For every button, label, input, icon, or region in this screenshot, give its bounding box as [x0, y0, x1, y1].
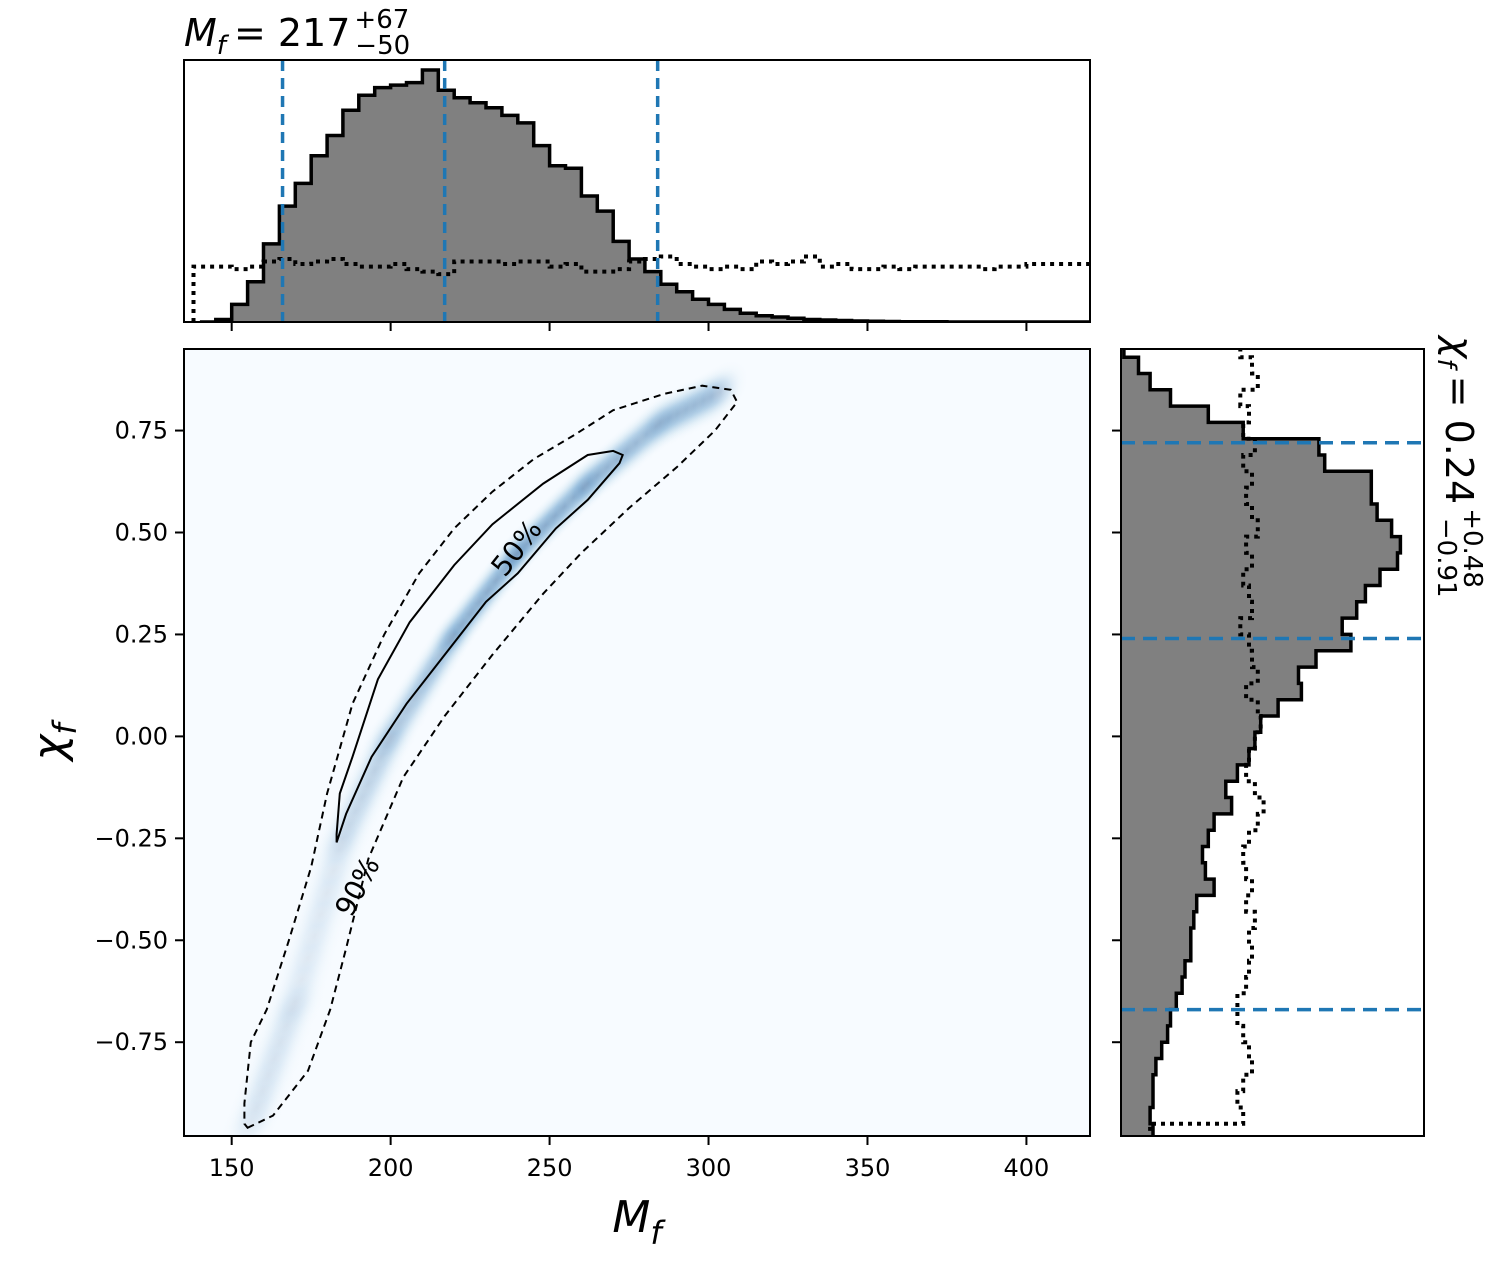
marginal-x-panel: Mf = 217 +67 −50: [183, 5, 1091, 331]
prior-step-x: [191, 254, 1090, 322]
marginal-x-frame: [183, 59, 1091, 323]
y-tick-label: 0.50: [115, 518, 168, 546]
x-tick-label: 300: [686, 1154, 732, 1182]
joint-background: [184, 349, 1090, 1136]
x-tick-label: 200: [368, 1154, 414, 1182]
contour-50pct: [335, 449, 624, 843]
x-axis-label: Mf: [612, 1192, 666, 1252]
y-tick-label: −0.25: [94, 824, 168, 852]
marginal-x-histogram: [191, 60, 1090, 322]
y-tick-label: 0.00: [115, 722, 168, 750]
joint-x-axis: 150 200 250 300 350 400: [209, 1136, 1050, 1182]
y-tick-label: −0.50: [94, 926, 168, 954]
marginal-y-panel: χf= 0.24+0.48−0.91: [1112, 334, 1487, 1137]
joint-panel: 50%90% 150 200 250 300 350 400 0.750.500.250.…: [24, 348, 1091, 1252]
joint-y-axis: 0.75 0.50 0.25 0.00 −0.25 −0.50 −0.75: [94, 417, 184, 1056]
x-tick-label: 350: [845, 1154, 891, 1182]
joint-frame: [183, 348, 1091, 1137]
contour-90pct: [243, 384, 739, 1130]
marginal-y-ticks: [1112, 429, 1121, 1044]
posterior-fill-x: [199, 70, 1090, 322]
density-cell: [691, 360, 749, 424]
marginal-y-histogram: [1121, 349, 1424, 1136]
density-heatmap: [219, 360, 749, 1136]
x-tick-label: 150: [209, 1154, 255, 1182]
credible-contours: [243, 384, 739, 1130]
marginal-x-ticks: [230, 322, 1028, 331]
y-tick-label: 0.75: [115, 417, 168, 445]
x-tick-label: 400: [1004, 1154, 1050, 1182]
marginal-y-title: χf= 0.24+0.48−0.91: [1431, 334, 1487, 598]
y-tick-label: 0.25: [115, 620, 168, 648]
x-tick-label: 250: [527, 1154, 573, 1182]
marginal-y-frame: [1120, 348, 1425, 1137]
marginal-x-title: Mf = 217 +67 −50: [184, 5, 410, 61]
y-tick-label: −0.75: [94, 1028, 168, 1056]
y-axis-label: χf: [24, 719, 84, 763]
prior-step-y: [1148, 349, 1266, 1136]
posterior-fill-y: [1121, 349, 1401, 1136]
